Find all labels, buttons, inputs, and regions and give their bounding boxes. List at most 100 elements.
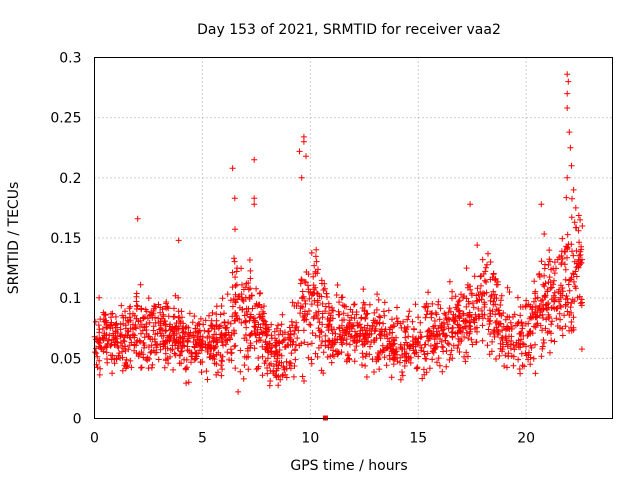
data-point (445, 325, 452, 332)
data-point (264, 341, 271, 348)
data-point (218, 357, 225, 364)
data-point (439, 368, 446, 375)
data-point (377, 348, 384, 355)
y-tick-label: 0.25 (50, 111, 81, 127)
data-point (223, 331, 230, 338)
data-point (294, 335, 301, 342)
data-point (490, 329, 497, 336)
data-point (493, 356, 499, 362)
data-point (152, 349, 159, 356)
data-point (541, 339, 547, 346)
data-point (138, 305, 145, 312)
data-point (501, 363, 508, 369)
data-point (243, 280, 250, 287)
data-point (203, 368, 210, 375)
data-point (363, 374, 370, 380)
data-point (232, 299, 239, 306)
data-point (374, 354, 381, 361)
data-point (564, 174, 571, 181)
data-point (313, 290, 320, 297)
data-point (499, 348, 505, 355)
data-point (101, 332, 108, 339)
data-point (235, 293, 242, 300)
data-point (209, 334, 216, 341)
data-point (326, 337, 333, 344)
data-point (405, 313, 412, 320)
data-point (246, 317, 253, 324)
data-point (361, 301, 368, 308)
data-point (570, 278, 577, 285)
data-point (474, 242, 481, 249)
data-point (141, 334, 148, 341)
data-point (451, 318, 458, 325)
data-point (122, 360, 129, 366)
data-point (268, 321, 275, 328)
x-tick-label: 15 (409, 431, 427, 447)
data-point (109, 324, 116, 331)
data-point (428, 311, 434, 317)
data-point (155, 315, 162, 322)
data-point (171, 305, 177, 312)
data-point (252, 324, 259, 331)
data-point (128, 364, 135, 371)
data-point (190, 339, 197, 345)
data-point (487, 313, 494, 320)
data-point (142, 314, 148, 320)
data-point (531, 323, 537, 330)
data-point (304, 341, 311, 348)
data-point (566, 287, 573, 294)
data-point (322, 308, 329, 315)
data-point (296, 148, 303, 155)
data-point (498, 292, 505, 299)
data-point (229, 313, 236, 320)
data-point (543, 316, 550, 323)
data-point (268, 360, 274, 367)
data-point (162, 345, 169, 352)
data-point (409, 338, 416, 345)
data-point (178, 348, 184, 355)
data-point (564, 71, 571, 78)
data-point (466, 283, 473, 290)
data-point (359, 350, 366, 357)
data-point (563, 194, 570, 201)
data-point (564, 246, 570, 253)
data-point (449, 295, 455, 302)
data-point (378, 326, 385, 333)
data-point (157, 346, 164, 353)
data-point (495, 331, 502, 338)
data-point (424, 308, 431, 315)
data-point (134, 303, 141, 310)
data-point (137, 281, 144, 288)
data-point (569, 248, 575, 255)
data-point (324, 354, 331, 360)
data-point (242, 284, 249, 291)
data-point (515, 356, 522, 363)
data-point (215, 369, 221, 376)
data-point (463, 265, 470, 272)
data-point (287, 341, 294, 348)
data-point (406, 342, 413, 349)
data-point (571, 219, 578, 226)
data-point (502, 316, 509, 323)
data-point (486, 307, 493, 314)
data-point (298, 174, 305, 181)
data-point (366, 331, 373, 338)
data-point (330, 307, 337, 314)
data-point (200, 321, 207, 328)
data-point (191, 313, 198, 320)
data-point (126, 305, 133, 312)
data-point (411, 350, 418, 357)
data-point (462, 324, 469, 331)
data-point (375, 355, 382, 362)
data-point (353, 311, 360, 318)
data-point (329, 304, 335, 311)
data-point (354, 332, 360, 339)
data-point (170, 332, 177, 339)
data-point (404, 316, 411, 323)
data-point (558, 304, 564, 311)
data-point (188, 349, 195, 356)
data-point (251, 195, 258, 202)
data-point (140, 340, 147, 346)
data-point (496, 352, 503, 359)
